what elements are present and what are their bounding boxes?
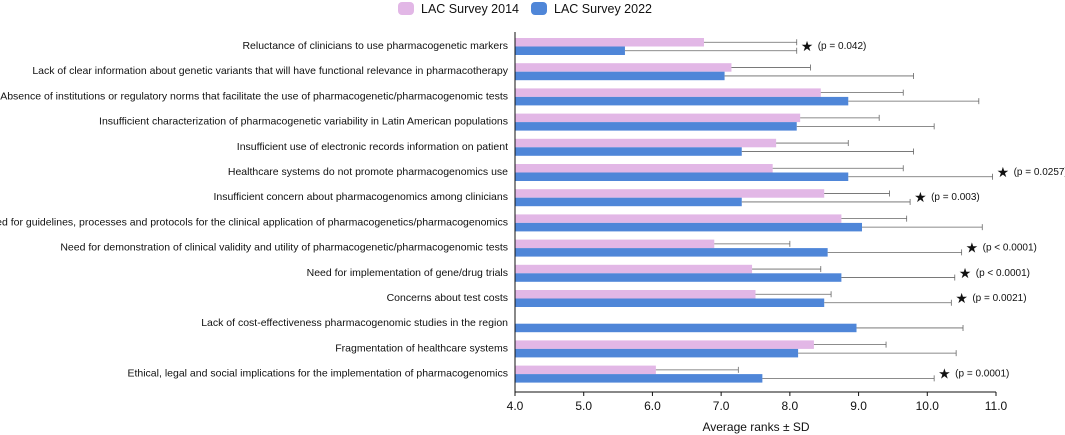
x-tick-label: 9.0 bbox=[850, 399, 867, 413]
significance-label: (p = 0.0021) bbox=[972, 293, 1026, 304]
bar-2014 bbox=[515, 138, 777, 148]
significance-star: ★ bbox=[997, 164, 1010, 180]
legend-swatch-2014 bbox=[398, 2, 414, 15]
bar-2022 bbox=[515, 222, 863, 232]
bar-2022 bbox=[515, 248, 828, 257]
category-label: Lack of cost-effectiveness pharmacogenom… bbox=[201, 317, 508, 329]
x-tick-label: 10.0 bbox=[916, 399, 940, 413]
significance-group: ★ (p = 0.042) ★ (p = 0.0257) ★ (p = 0.003) ★ (p… bbox=[801, 38, 1065, 382]
category-label: Need for demonstration of clinical valid… bbox=[60, 242, 508, 254]
category-label: Insufficient use of electronic records i… bbox=[237, 141, 508, 153]
category-label: Ethical, legal and social implications f… bbox=[127, 368, 508, 380]
category-label: Reluctance of clinicians to use pharmaco… bbox=[242, 40, 508, 52]
bar-2014 bbox=[515, 113, 801, 123]
significance-star: ★ bbox=[966, 240, 979, 256]
legend-label-2014: LAC Survey 2014 bbox=[421, 2, 519, 16]
bar-2014 bbox=[515, 63, 732, 72]
significance-label: (p = 0.042) bbox=[818, 41, 867, 52]
significance-label: (p < 0.0001) bbox=[983, 243, 1037, 254]
significance-label: (p < 0.0001) bbox=[976, 268, 1030, 279]
legend-label-2022: LAC Survey 2022 bbox=[554, 2, 652, 16]
bar-2014 bbox=[515, 340, 814, 349]
bar-2022 bbox=[515, 46, 625, 55]
x-tick-label: 8.0 bbox=[782, 399, 799, 413]
bar-2022 bbox=[515, 71, 725, 81]
legend-swatch-2022 bbox=[531, 2, 547, 15]
category-label: Need for implementation of gene/drug tri… bbox=[307, 267, 508, 279]
bar-2022 bbox=[515, 172, 849, 181]
bar-2014 bbox=[515, 38, 704, 47]
bar-2014 bbox=[515, 164, 773, 173]
bar-2014 bbox=[515, 189, 825, 198]
significance-label: (p = 0.0257) bbox=[1014, 167, 1065, 178]
bar-2022 bbox=[515, 323, 857, 333]
bar-2014 bbox=[515, 239, 715, 249]
category-label: Lack of clear information about genetic … bbox=[32, 65, 508, 77]
x-tick-label: 4.0 bbox=[507, 399, 524, 413]
x-tick-label: 5.0 bbox=[575, 399, 592, 413]
bar-2014 bbox=[515, 88, 821, 97]
error-bars-group bbox=[624, 39, 993, 382]
significance-star: ★ bbox=[955, 290, 968, 306]
bar-2022 bbox=[515, 298, 825, 307]
bar-2022 bbox=[515, 122, 797, 131]
category-label: Insufficient characterization of pharmac… bbox=[99, 116, 508, 128]
x-tick-label: 11.0 bbox=[985, 399, 1008, 413]
bars-group bbox=[515, 38, 863, 383]
x-tick-label: 7.0 bbox=[713, 399, 730, 413]
category-label: Fragmentation of healthcare systems bbox=[335, 342, 508, 354]
category-labels-group: Reluctance of clinicians to use pharmaco… bbox=[0, 40, 509, 380]
bar-2022 bbox=[515, 197, 742, 207]
x-ticks-group: 4.0 5.0 6.0 7.0 8.0 9.0 10.0 11.0 bbox=[507, 392, 1008, 413]
bar-2014 bbox=[515, 290, 756, 299]
category-label: Insufficient concern about pharmacogenom… bbox=[213, 191, 508, 203]
significance-star: ★ bbox=[801, 38, 814, 54]
category-label: Concerns about test costs bbox=[387, 292, 508, 304]
significance-star: ★ bbox=[914, 189, 927, 205]
significance-label: (p = 0.003) bbox=[931, 192, 980, 203]
significance-star: ★ bbox=[938, 366, 951, 382]
x-axis-label: Average ranks ± SD bbox=[702, 420, 809, 434]
bar-2014 bbox=[515, 264, 753, 274]
category-label: Absence of institutions or regulatory no… bbox=[0, 90, 508, 102]
bar-2014 bbox=[515, 365, 656, 375]
significance-label: (p = 0.0001) bbox=[955, 369, 1009, 380]
x-tick-label: 6.0 bbox=[644, 399, 661, 413]
bar-2022 bbox=[515, 348, 799, 358]
significance-star: ★ bbox=[959, 265, 972, 281]
bar-2014 bbox=[515, 214, 842, 223]
category-label: Need for guidelines, processes and proto… bbox=[0, 216, 508, 228]
category-label: Healthcare systems do not promote pharma… bbox=[228, 166, 508, 178]
bar-2022 bbox=[515, 273, 842, 282]
bar-2022 bbox=[515, 374, 763, 383]
legend: LAC Survey 2014 LAC Survey 2022 bbox=[398, 2, 652, 16]
bar-2022 bbox=[515, 147, 742, 156]
bar-2022 bbox=[515, 96, 849, 106]
